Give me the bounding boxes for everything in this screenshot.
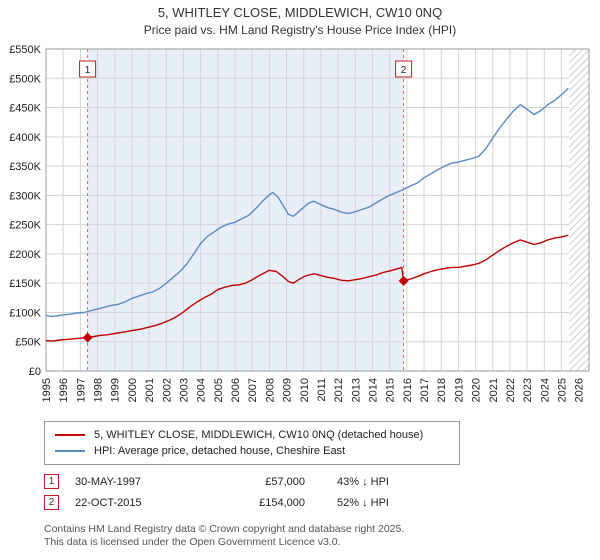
y-tick-label: £100K bbox=[9, 307, 41, 319]
x-tick-label: 2025 bbox=[557, 378, 569, 402]
sale-hpi-diff-1: 43% ↓ HPI bbox=[337, 475, 389, 488]
x-tick-label: 2007 bbox=[247, 378, 259, 402]
x-tick-label: 2012 bbox=[333, 378, 345, 402]
sale-flag-number-2: 2 bbox=[401, 65, 407, 76]
y-tick-label: £550K bbox=[9, 44, 41, 56]
x-tick-label: 2005 bbox=[213, 378, 225, 402]
sale-flag-box-1 bbox=[79, 60, 97, 78]
y-tick-label: £50K bbox=[15, 337, 41, 349]
page-title: 5, WHITLEY CLOSE, MIDDLEWICH, CW10 0NQ bbox=[157, 5, 443, 20]
x-tick-label: 2017 bbox=[419, 378, 431, 402]
y-tick-label: £350K bbox=[9, 161, 41, 173]
x-tick-label: 2026 bbox=[574, 378, 586, 402]
x-tick-label: 1995 bbox=[41, 378, 53, 402]
sale-price-2: £154,000 bbox=[259, 496, 305, 509]
sale-hpi-diff-2: 52% ↓ HPI bbox=[337, 496, 389, 509]
legend-item-hpi: HPI: Average price, detached house, Ches… bbox=[55, 443, 449, 459]
plot-border bbox=[45, 48, 590, 372]
copyright-footer: Contains HM Land Registry data © Crown c… bbox=[44, 523, 600, 549]
x-tick-label: 2009 bbox=[282, 378, 294, 402]
sale-point-marker-1 bbox=[82, 332, 93, 343]
transaction-row-2: 2 22-OCT-2015 £154,000 52% ↓ HPI bbox=[44, 495, 600, 510]
footer-line-2: This data is licensed under the Open Gov… bbox=[44, 536, 341, 548]
x-tick-label: 2008 bbox=[264, 378, 276, 402]
x-tick-label: 1998 bbox=[93, 378, 105, 402]
x-tick-label: 2006 bbox=[230, 378, 242, 402]
x-tick-label: 2021 bbox=[488, 378, 500, 402]
between-sales-shading bbox=[87, 49, 404, 371]
x-tick-label: 2020 bbox=[471, 378, 483, 402]
series-layer bbox=[45, 87, 569, 342]
footer-line-1: Contains HM Land Registry data © Crown c… bbox=[44, 523, 405, 535]
x-tick-label: 1999 bbox=[110, 378, 122, 402]
shaded-region-layer bbox=[87, 49, 404, 371]
x-tick-label: 2018 bbox=[436, 378, 448, 402]
x-tick-label: 2024 bbox=[539, 378, 551, 402]
x-tick-label: 2011 bbox=[316, 378, 328, 402]
sale-price-1: £57,000 bbox=[265, 475, 305, 488]
sale-date-2: 22-OCT-2015 bbox=[75, 496, 142, 509]
y-tick-label: £200K bbox=[9, 249, 41, 261]
tick-labels-layer: £0 £50K £100K £150K £200K £250K £300K £350K £400… bbox=[9, 44, 586, 402]
sale-number-badge-2: 2 bbox=[44, 495, 59, 510]
x-tick-label: 2023 bbox=[522, 378, 534, 402]
x-tick-label: 2003 bbox=[178, 378, 190, 402]
chart-legend: 5, WHITLEY CLOSE, MIDDLEWICH, CW10 0NQ (… bbox=[44, 421, 460, 465]
page-subtitle: Price paid vs. HM Land Registry's House … bbox=[143, 23, 457, 37]
legend-label-hpi: HPI: Average price, detached house, Ches… bbox=[94, 445, 346, 457]
property-line-swatch bbox=[55, 434, 85, 436]
chart-header: 5, WHITLEY CLOSE, MIDDLEWICH, CW10 0NQ P… bbox=[0, 0, 600, 37]
y-tick-label: £450K bbox=[9, 103, 41, 115]
axes-layer bbox=[45, 48, 590, 372]
hpi-line bbox=[45, 87, 569, 318]
sale-flag-number-1: 1 bbox=[85, 65, 91, 76]
future-period-hatch bbox=[569, 49, 589, 371]
x-tick-label: 2015 bbox=[385, 378, 397, 402]
x-tick-label: 1997 bbox=[75, 378, 87, 402]
sale-point-marker-2 bbox=[398, 275, 409, 286]
y-tick-label: £300K bbox=[9, 190, 41, 202]
sale-date-1: 30-MAY-1997 bbox=[75, 475, 142, 488]
x-tick-label: 2002 bbox=[161, 378, 173, 402]
y-tick-label: £0 bbox=[29, 366, 41, 378]
x-tick-label: 2000 bbox=[127, 378, 139, 402]
y-tick-label: £150K bbox=[9, 278, 41, 290]
x-tick-label: 2019 bbox=[453, 378, 465, 402]
price-history-chart: £0 £50K £100K £150K £200K £250K £300K £350K £400… bbox=[9, 44, 590, 402]
y-tick-label: £250K bbox=[9, 220, 41, 232]
x-tick-label: 2004 bbox=[196, 378, 208, 402]
y-tick-label: £400K bbox=[9, 132, 41, 144]
legend-item-property: 5, WHITLEY CLOSE, MIDDLEWICH, CW10 0NQ (… bbox=[55, 427, 449, 443]
x-tick-label: 2022 bbox=[505, 378, 517, 402]
y-tick-label: £500K bbox=[9, 73, 41, 85]
x-tick-label: 2014 bbox=[367, 378, 379, 402]
sale-flag-box-2 bbox=[395, 60, 413, 78]
property-price-line bbox=[45, 234, 569, 342]
transaction-row-1: 1 30-MAY-1997 £57,000 43% ↓ HPI bbox=[44, 474, 600, 489]
x-tick-label: 2010 bbox=[299, 378, 311, 402]
x-tick-label: 2001 bbox=[144, 378, 156, 402]
hpi-line-swatch bbox=[55, 450, 85, 452]
x-tick-label: 1996 bbox=[58, 378, 70, 402]
legend-label-property: 5, WHITLEY CLOSE, MIDDLEWICH, CW10 0NQ (… bbox=[94, 429, 424, 441]
future-hatch-layer bbox=[569, 49, 589, 371]
x-tick-label: 2013 bbox=[350, 378, 362, 402]
x-tick-label: 2016 bbox=[402, 378, 414, 402]
sale-number-badge-1: 1 bbox=[44, 474, 59, 489]
